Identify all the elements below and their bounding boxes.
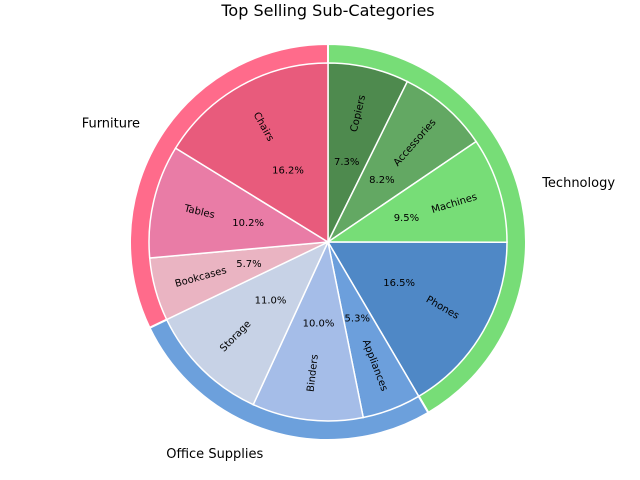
chart-title: Top Selling Sub-Categories xyxy=(220,1,434,20)
slice-chairs xyxy=(174,62,329,244)
slice-percent-accessories: 8.2% xyxy=(369,175,394,186)
slice-percent-copiers: 7.3% xyxy=(334,157,359,168)
category-label-office-supplies: Office Supplies xyxy=(166,447,263,462)
slice-phones xyxy=(326,241,508,398)
slice-machines xyxy=(325,140,508,244)
slice-percent-bookcases: 5.7% xyxy=(236,259,261,270)
slice-percent-phones: 16.5% xyxy=(383,278,415,289)
category-label-technology: Technology xyxy=(541,176,615,191)
slice-percent-machines: 9.5% xyxy=(394,213,419,224)
slice-tables xyxy=(148,147,331,259)
inner-pie xyxy=(148,62,508,422)
slice-storage xyxy=(165,240,330,406)
category-label-furniture: Furniture xyxy=(82,116,140,131)
slice-percent-tables: 10.2% xyxy=(232,218,264,229)
slice-binders xyxy=(252,239,365,422)
slice-accessories xyxy=(326,80,478,245)
slice-percent-storage: 11.0% xyxy=(255,295,287,306)
slice-percent-appliances: 5.3% xyxy=(345,314,370,325)
slice-percent-chairs: 16.2% xyxy=(272,165,304,176)
slice-percent-binders: 10.0% xyxy=(303,318,335,329)
slice-label-binders: Binders xyxy=(306,354,321,393)
